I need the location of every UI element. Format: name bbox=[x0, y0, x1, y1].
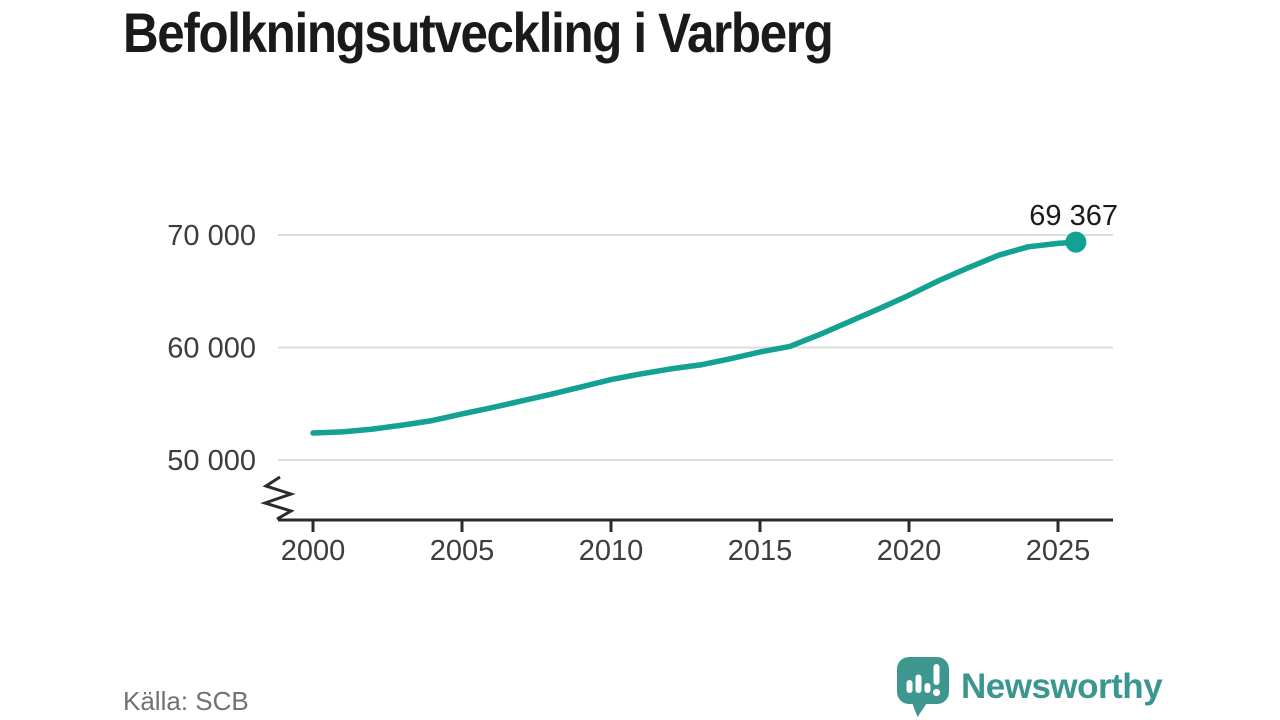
logo-bubble bbox=[897, 657, 949, 704]
chart-title: Befolkningsutveckling i Varberg bbox=[123, 1, 834, 64]
logo-exclamation-bar bbox=[933, 664, 940, 685]
source-caption: Källa: SCB bbox=[123, 686, 249, 716]
y-axis-break-icon bbox=[260, 475, 296, 521]
x-tick-label: 2015 bbox=[728, 535, 793, 567]
population-line bbox=[310, 239, 1079, 436]
newsworthy-logo-icon bbox=[897, 657, 949, 717]
x-tick-label: 2010 bbox=[579, 535, 644, 567]
x-tick-label: 2005 bbox=[430, 535, 495, 567]
newsworthy-logo: Newsworthy bbox=[896, 656, 1163, 718]
logo-bar-3 bbox=[924, 683, 931, 693]
y-tick-label: 50 000 bbox=[167, 445, 256, 477]
newsworthy-logo-text: Newsworthy bbox=[961, 667, 1163, 706]
x-tick-label: 2000 bbox=[281, 535, 346, 567]
logo-bubble-tail bbox=[911, 700, 929, 717]
y-tick-label: 70 000 bbox=[167, 220, 256, 252]
last-value-label: 69 367 bbox=[1029, 200, 1118, 232]
last-point-marker bbox=[1065, 231, 1087, 253]
logo-bar-1 bbox=[906, 680, 913, 693]
y-tick-label: 60 000 bbox=[167, 333, 256, 365]
logo-bar-2 bbox=[915, 674, 922, 693]
x-tick-label: 2020 bbox=[877, 535, 942, 567]
logo-exclamation-dot bbox=[932, 688, 941, 697]
x-tick-label: 2025 bbox=[1026, 535, 1091, 567]
